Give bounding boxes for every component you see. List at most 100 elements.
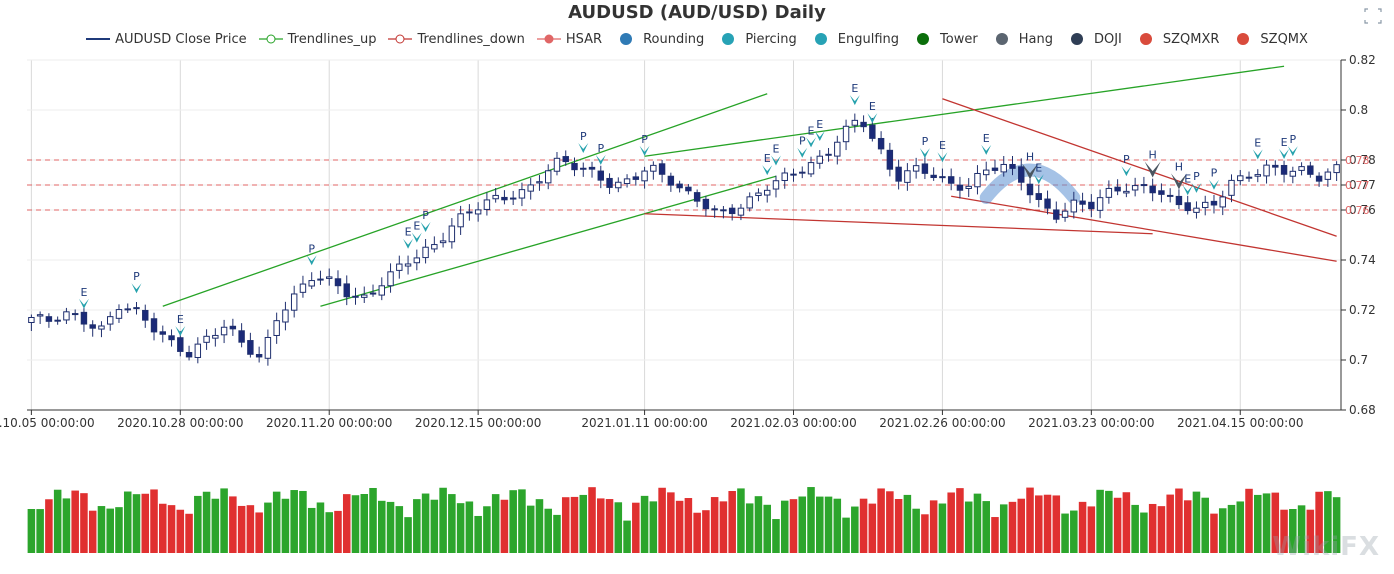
volume-bar: [334, 510, 342, 553]
candle: [387, 271, 394, 287]
legend-symbol: [917, 33, 930, 45]
volume-bar: [780, 500, 789, 553]
volume-bar: [1052, 495, 1061, 553]
legend-item[interactable]: DOJI: [1065, 32, 1122, 47]
pattern-marker-label: P: [922, 135, 929, 148]
legend-item[interactable]: HSAR: [536, 31, 603, 47]
volume-bar: [80, 493, 88, 553]
candle: [413, 257, 421, 264]
volume-bar: [912, 508, 920, 553]
legend-label: Trendlines_down: [417, 31, 525, 47]
y-tick-label: 0.68: [1349, 403, 1376, 417]
pattern-marker-arrow: [595, 154, 606, 165]
volume-bar: [36, 509, 44, 553]
candle: [869, 124, 876, 139]
candle: [1324, 171, 1332, 180]
volume-bar: [894, 498, 903, 553]
candle: [1061, 210, 1069, 218]
volume-bar: [667, 492, 675, 553]
volume-bar: [1306, 509, 1315, 553]
pattern-marker-label: E: [939, 139, 946, 152]
legend-label: Trendlines_up: [287, 31, 377, 47]
volume-bar: [964, 501, 973, 553]
volume-bar: [255, 512, 263, 553]
candle: [571, 162, 578, 171]
candle: [790, 173, 797, 176]
volume-bar: [123, 491, 132, 553]
candle: [203, 335, 210, 343]
legend-item[interactable]: SZQMXR: [1134, 31, 1220, 47]
pattern-marker-label: E: [1184, 172, 1191, 185]
candle: [518, 189, 526, 199]
legend-item[interactable]: Trendlines_up: [258, 31, 377, 47]
legend-item[interactable]: Tower: [911, 32, 978, 47]
volume-bar: [807, 487, 815, 553]
candle: [509, 197, 517, 200]
candle: [842, 125, 850, 143]
chart-title: AUDUSD (AUD/USD) Daily: [568, 2, 826, 23]
candle: [501, 196, 508, 201]
trendline-down: [951, 195, 1337, 262]
volume-bar: [1236, 501, 1245, 553]
legend-item[interactable]: Engulfing: [809, 32, 899, 47]
legend-item[interactable]: Piercing: [716, 32, 797, 47]
volume-bar: [176, 509, 185, 553]
volume-bar: [220, 488, 228, 553]
hsar-label: 0.78: [1345, 154, 1370, 167]
volume-bar: [421, 493, 430, 553]
volume-bar: [71, 490, 79, 553]
candle: [264, 336, 272, 359]
pattern-marker-label: E: [808, 124, 815, 137]
legend-item[interactable]: AUDUSD Close Price: [86, 32, 247, 47]
pattern-marker-arrow: [1182, 185, 1193, 196]
y-tick-label: 0.7: [1349, 353, 1368, 367]
legend-item[interactable]: Rounding: [614, 32, 704, 47]
save-image-icon[interactable]: [1364, 8, 1382, 24]
volume-bar: [229, 496, 237, 553]
candle: [667, 175, 675, 186]
candle: [1184, 202, 1191, 212]
x-tick-label: 2020.10.28 00:00:00: [117, 416, 243, 430]
toolbox[interactable]: [1364, 8, 1382, 28]
candle: [632, 176, 640, 180]
legend-label: SZQMXR: [1162, 31, 1220, 47]
volume-bar: [859, 498, 868, 553]
candle: [1088, 201, 1095, 210]
volume-bar: [877, 488, 885, 553]
candle: [1219, 196, 1226, 208]
pattern-marker-label: H: [1149, 148, 1157, 161]
legend-item[interactable]: SZQMX: [1231, 32, 1308, 47]
candle: [89, 324, 96, 329]
pattern-marker-label: E: [1035, 161, 1042, 174]
legend-symbol: [620, 33, 633, 45]
volume-bar: [500, 499, 509, 553]
legend-label: HSAR: [565, 31, 603, 47]
x-tick-label: 2020.10.05 00:00:00: [0, 416, 95, 430]
candle: [834, 141, 841, 157]
volume-bar: [719, 501, 728, 553]
pattern-marker-arrow: [639, 145, 650, 156]
pattern-marker-arrow: [306, 255, 317, 266]
volume-bar: [938, 503, 947, 553]
pattern-marker-arrow: [981, 144, 992, 155]
pattern-marker-arrow: [411, 232, 422, 243]
candle: [851, 119, 859, 126]
candle: [466, 211, 473, 214]
volume-bar: [307, 507, 316, 553]
volume-bar: [1218, 508, 1227, 553]
volume-bars: [27, 487, 1341, 553]
legend-item[interactable]: Trendlines_down: [388, 31, 525, 47]
volume-bar: [1061, 513, 1069, 553]
candle: [1035, 193, 1042, 201]
candle: [886, 149, 894, 170]
volume-bar: [509, 490, 517, 553]
volume-bar: [1166, 494, 1174, 553]
y-tick-label: 0.82: [1349, 53, 1376, 67]
volume-bar: [1096, 489, 1104, 553]
legend-item[interactable]: Hang: [990, 32, 1053, 47]
volume-bar: [851, 506, 859, 553]
volume-bar: [246, 505, 255, 553]
candle: [1245, 176, 1253, 179]
volume-bar: [413, 499, 421, 553]
